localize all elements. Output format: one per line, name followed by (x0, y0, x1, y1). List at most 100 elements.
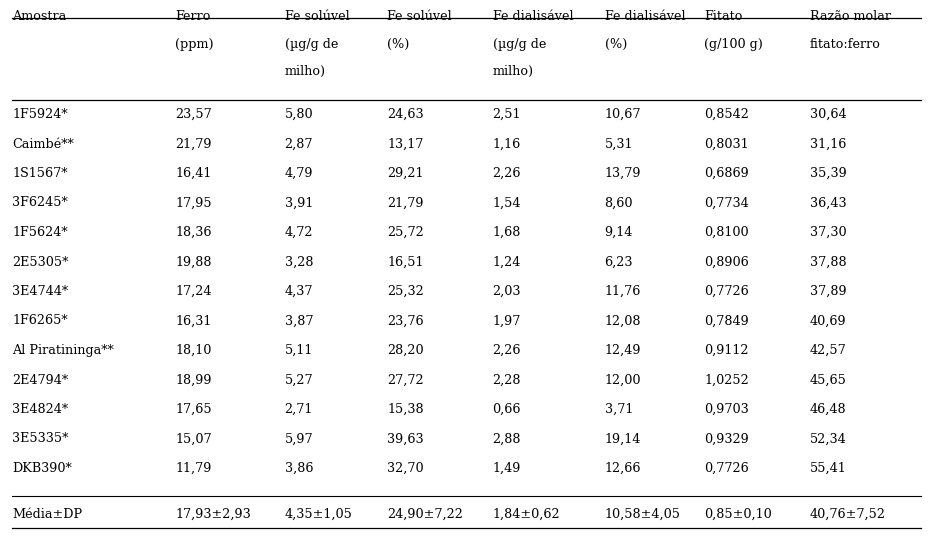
Text: 23,76: 23,76 (387, 314, 424, 327)
Text: Al Piratininga**: Al Piratininga** (12, 344, 114, 357)
Text: 30,64: 30,64 (810, 108, 846, 121)
Text: 1,54: 1,54 (493, 197, 522, 210)
Text: 17,93±2,93: 17,93±2,93 (175, 508, 251, 521)
Text: (%): (%) (387, 38, 410, 51)
Text: 2,03: 2,03 (493, 285, 522, 298)
Text: 5,27: 5,27 (285, 373, 313, 386)
Text: 18,10: 18,10 (175, 344, 212, 357)
Text: 10,58±4,05: 10,58±4,05 (605, 508, 680, 521)
Text: 16,51: 16,51 (387, 255, 424, 268)
Text: 0,9112: 0,9112 (704, 344, 749, 357)
Text: 3E5335*: 3E5335* (12, 433, 68, 446)
Text: 28,20: 28,20 (387, 344, 424, 357)
Text: 2,51: 2,51 (493, 108, 522, 121)
Text: 46,48: 46,48 (810, 403, 846, 416)
Text: 3,87: 3,87 (285, 314, 313, 327)
Text: 13,79: 13,79 (605, 167, 641, 180)
Text: Razão molar: Razão molar (810, 10, 891, 23)
Text: 1,16: 1,16 (493, 138, 521, 151)
Text: 4,37: 4,37 (285, 285, 313, 298)
Text: 15,38: 15,38 (387, 403, 424, 416)
Text: 5,11: 5,11 (285, 344, 313, 357)
Text: Fe dialisável: Fe dialisável (605, 10, 685, 23)
Text: 8,60: 8,60 (605, 197, 634, 210)
Text: (µg/g de: (µg/g de (285, 38, 338, 51)
Text: 1F6265*: 1F6265* (12, 314, 68, 327)
Text: 0,7734: 0,7734 (704, 197, 749, 210)
Text: 0,8542: 0,8542 (704, 108, 749, 121)
Text: 29,21: 29,21 (387, 167, 424, 180)
Text: 19,14: 19,14 (605, 433, 641, 446)
Text: 39,63: 39,63 (387, 433, 424, 446)
Text: Fe dialisável: Fe dialisável (493, 10, 573, 23)
Text: 35,39: 35,39 (810, 167, 846, 180)
Text: 23,57: 23,57 (175, 108, 212, 121)
Text: 1,49: 1,49 (493, 462, 521, 475)
Text: 3E4824*: 3E4824* (12, 403, 68, 416)
Text: 3,71: 3,71 (605, 403, 633, 416)
Text: 37,89: 37,89 (810, 285, 846, 298)
Text: 2,26: 2,26 (493, 344, 522, 357)
Text: 2,88: 2,88 (493, 433, 522, 446)
Text: 13,17: 13,17 (387, 138, 424, 151)
Text: 17,65: 17,65 (175, 403, 212, 416)
Text: 21,79: 21,79 (175, 138, 212, 151)
Text: Média±DP: Média±DP (12, 508, 82, 521)
Text: 11,76: 11,76 (605, 285, 641, 298)
Text: (g/100 g): (g/100 g) (704, 38, 763, 51)
Text: 27,72: 27,72 (387, 373, 424, 386)
Text: 45,65: 45,65 (810, 373, 847, 386)
Text: 0,9329: 0,9329 (704, 433, 749, 446)
Text: (%): (%) (605, 38, 627, 51)
Text: 0,66: 0,66 (493, 403, 522, 416)
Text: 0,7726: 0,7726 (704, 462, 749, 475)
Text: 4,72: 4,72 (285, 226, 313, 239)
Text: 4,35±1,05: 4,35±1,05 (285, 508, 353, 521)
Text: 2,28: 2,28 (493, 373, 522, 386)
Text: 1,68: 1,68 (493, 226, 521, 239)
Text: 4,79: 4,79 (285, 167, 313, 180)
Text: DKB390*: DKB390* (12, 462, 72, 475)
Text: 17,24: 17,24 (175, 285, 212, 298)
Text: 2,87: 2,87 (285, 138, 313, 151)
Text: 1S1567*: 1S1567* (12, 167, 67, 180)
Text: 25,72: 25,72 (387, 226, 424, 239)
Text: 0,6869: 0,6869 (704, 167, 749, 180)
Text: 5,80: 5,80 (285, 108, 313, 121)
Text: fitato:ferro: fitato:ferro (810, 38, 881, 51)
Text: 40,69: 40,69 (810, 314, 846, 327)
Text: 1,97: 1,97 (493, 314, 521, 327)
Text: 3,86: 3,86 (285, 462, 313, 475)
Text: Caimbé**: Caimbé** (12, 138, 74, 151)
Text: 25,32: 25,32 (387, 285, 424, 298)
Text: 55,41: 55,41 (810, 462, 846, 475)
Text: 6,23: 6,23 (605, 255, 634, 268)
Text: 2,71: 2,71 (285, 403, 313, 416)
Text: Fitato: Fitato (704, 10, 743, 23)
Text: 0,7849: 0,7849 (704, 314, 749, 327)
Text: 2E4794*: 2E4794* (12, 373, 68, 386)
Text: 40,76±7,52: 40,76±7,52 (810, 508, 885, 521)
Text: 12,08: 12,08 (605, 314, 641, 327)
Text: 0,7726: 0,7726 (704, 285, 749, 298)
Text: 18,36: 18,36 (175, 226, 212, 239)
Text: 24,63: 24,63 (387, 108, 424, 121)
Text: 2E5305*: 2E5305* (12, 255, 68, 268)
Text: 17,95: 17,95 (175, 197, 212, 210)
Text: 19,88: 19,88 (175, 255, 212, 268)
Text: 1,0252: 1,0252 (704, 373, 749, 386)
Text: 52,34: 52,34 (810, 433, 846, 446)
Text: 5,31: 5,31 (605, 138, 634, 151)
Text: Ferro: Ferro (175, 10, 211, 23)
Text: 0,8100: 0,8100 (704, 226, 749, 239)
Text: 1,24: 1,24 (493, 255, 521, 268)
Text: 16,41: 16,41 (175, 167, 212, 180)
Text: 3,28: 3,28 (285, 255, 313, 268)
Text: 11,79: 11,79 (175, 462, 212, 475)
Text: (ppm): (ppm) (175, 38, 214, 51)
Text: 0,8906: 0,8906 (704, 255, 749, 268)
Text: Fe solúvel: Fe solúvel (387, 10, 452, 23)
Text: 1,84±0,62: 1,84±0,62 (493, 508, 560, 521)
Text: 3E4744*: 3E4744* (12, 285, 68, 298)
Text: 12,00: 12,00 (605, 373, 641, 386)
